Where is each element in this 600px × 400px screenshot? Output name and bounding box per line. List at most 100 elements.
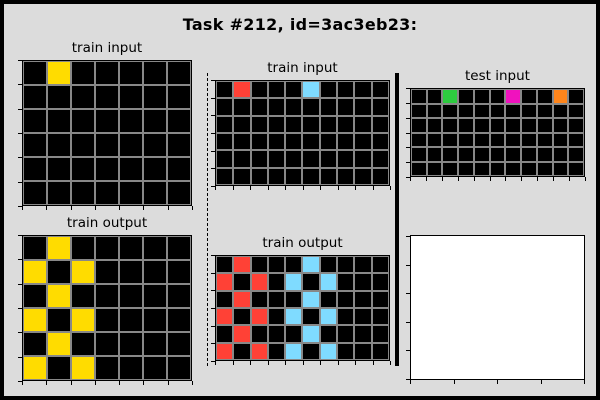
grid-cell <box>143 308 167 332</box>
grid-cell <box>233 342 251 360</box>
grid-cell <box>285 81 303 99</box>
grid-cell <box>47 85 71 109</box>
grid-cell <box>233 133 251 151</box>
grid-cell <box>167 181 191 205</box>
y-tick <box>18 235 22 236</box>
grid-cell <box>95 85 119 109</box>
grid-cell <box>489 147 506 162</box>
grid-cell <box>23 308 47 332</box>
x-tick <box>355 361 356 365</box>
grid-cell <box>233 256 251 274</box>
grid-cell <box>250 81 268 99</box>
x-tick <box>497 380 498 384</box>
grid-cell <box>319 342 338 360</box>
grid-cell <box>319 308 338 326</box>
grid-cell <box>319 273 338 291</box>
grid-cell <box>167 284 191 308</box>
grid-cell <box>411 147 427 162</box>
grid-cell <box>371 290 389 308</box>
grid-cell <box>285 115 303 133</box>
grid-cell <box>250 150 268 168</box>
grid-cell <box>71 236 95 260</box>
grid-cell <box>302 325 320 343</box>
grid-cell <box>71 260 95 284</box>
grid-cell <box>302 115 320 133</box>
y-tick <box>406 147 410 149</box>
y-tick <box>211 97 215 99</box>
grid-cell <box>250 342 268 360</box>
grid-cell <box>23 85 47 109</box>
grid-cell <box>95 284 119 308</box>
grid-cell <box>489 89 506 104</box>
grid-cell <box>536 132 553 147</box>
grid-cell <box>302 98 320 116</box>
grid-cell <box>167 236 191 260</box>
grid-cell <box>536 161 553 176</box>
x-tick <box>22 206 23 210</box>
grid-cell <box>371 256 389 274</box>
test-output-canvas <box>410 235 585 380</box>
y-tick <box>211 115 215 117</box>
grid-cell <box>95 260 119 284</box>
grid-cell <box>458 161 474 176</box>
grid-cell <box>216 98 234 116</box>
grid-cell <box>371 342 389 360</box>
grid-cell <box>552 161 569 176</box>
grid-cell <box>285 308 303 326</box>
grid-cell <box>319 115 338 133</box>
y-tick <box>18 108 22 110</box>
grid-cell <box>473 118 490 133</box>
y-tick <box>211 150 215 152</box>
grid-cell <box>71 308 95 332</box>
grid-cell <box>143 133 167 157</box>
grid-cell <box>568 132 584 147</box>
grid-cell <box>354 150 372 168</box>
x-tick <box>441 177 443 181</box>
x-tick <box>337 186 339 190</box>
grid-cell <box>536 118 553 133</box>
grid-cell <box>302 150 320 168</box>
y-tick <box>406 132 410 134</box>
y-tick <box>406 293 410 295</box>
x-tick <box>569 177 571 181</box>
grid-cell <box>426 147 443 162</box>
grid-cell <box>143 284 167 308</box>
x-tick <box>192 381 193 385</box>
grid-cell <box>216 308 234 326</box>
grid-cell <box>473 103 490 118</box>
x-tick <box>553 177 555 181</box>
grid-cell <box>267 133 286 151</box>
grid-cell <box>167 85 191 109</box>
grid-cell <box>552 132 569 147</box>
x-tick <box>320 186 321 190</box>
grid-cell <box>119 109 143 133</box>
grid-cell <box>568 161 584 176</box>
grid-cell <box>489 103 506 118</box>
x-tick <box>267 186 269 190</box>
train2-input-label: train input <box>267 60 338 76</box>
grid-cell <box>47 157 71 181</box>
grid-cell <box>250 308 268 326</box>
grid-cell <box>216 115 234 133</box>
grid-cell <box>552 118 569 133</box>
x-tick <box>250 361 251 365</box>
grid-cell <box>521 103 537 118</box>
x-tick <box>167 206 169 210</box>
grid-cell <box>458 103 474 118</box>
grid-cell <box>302 273 320 291</box>
y-tick <box>18 259 22 261</box>
grid-cell <box>119 236 143 260</box>
grid-cell <box>426 161 443 176</box>
grid-cell <box>302 342 320 360</box>
grid-cell <box>354 81 372 99</box>
grid-cell <box>167 133 191 157</box>
grid-cell <box>371 98 389 116</box>
grid-cell <box>267 167 286 185</box>
grid-cell <box>505 147 522 162</box>
grid-cell <box>71 85 95 109</box>
y-tick <box>18 283 22 285</box>
grid-cell <box>143 332 167 356</box>
grid-cell <box>536 89 553 104</box>
grid-cell <box>411 132 427 147</box>
grid-cell <box>233 325 251 343</box>
